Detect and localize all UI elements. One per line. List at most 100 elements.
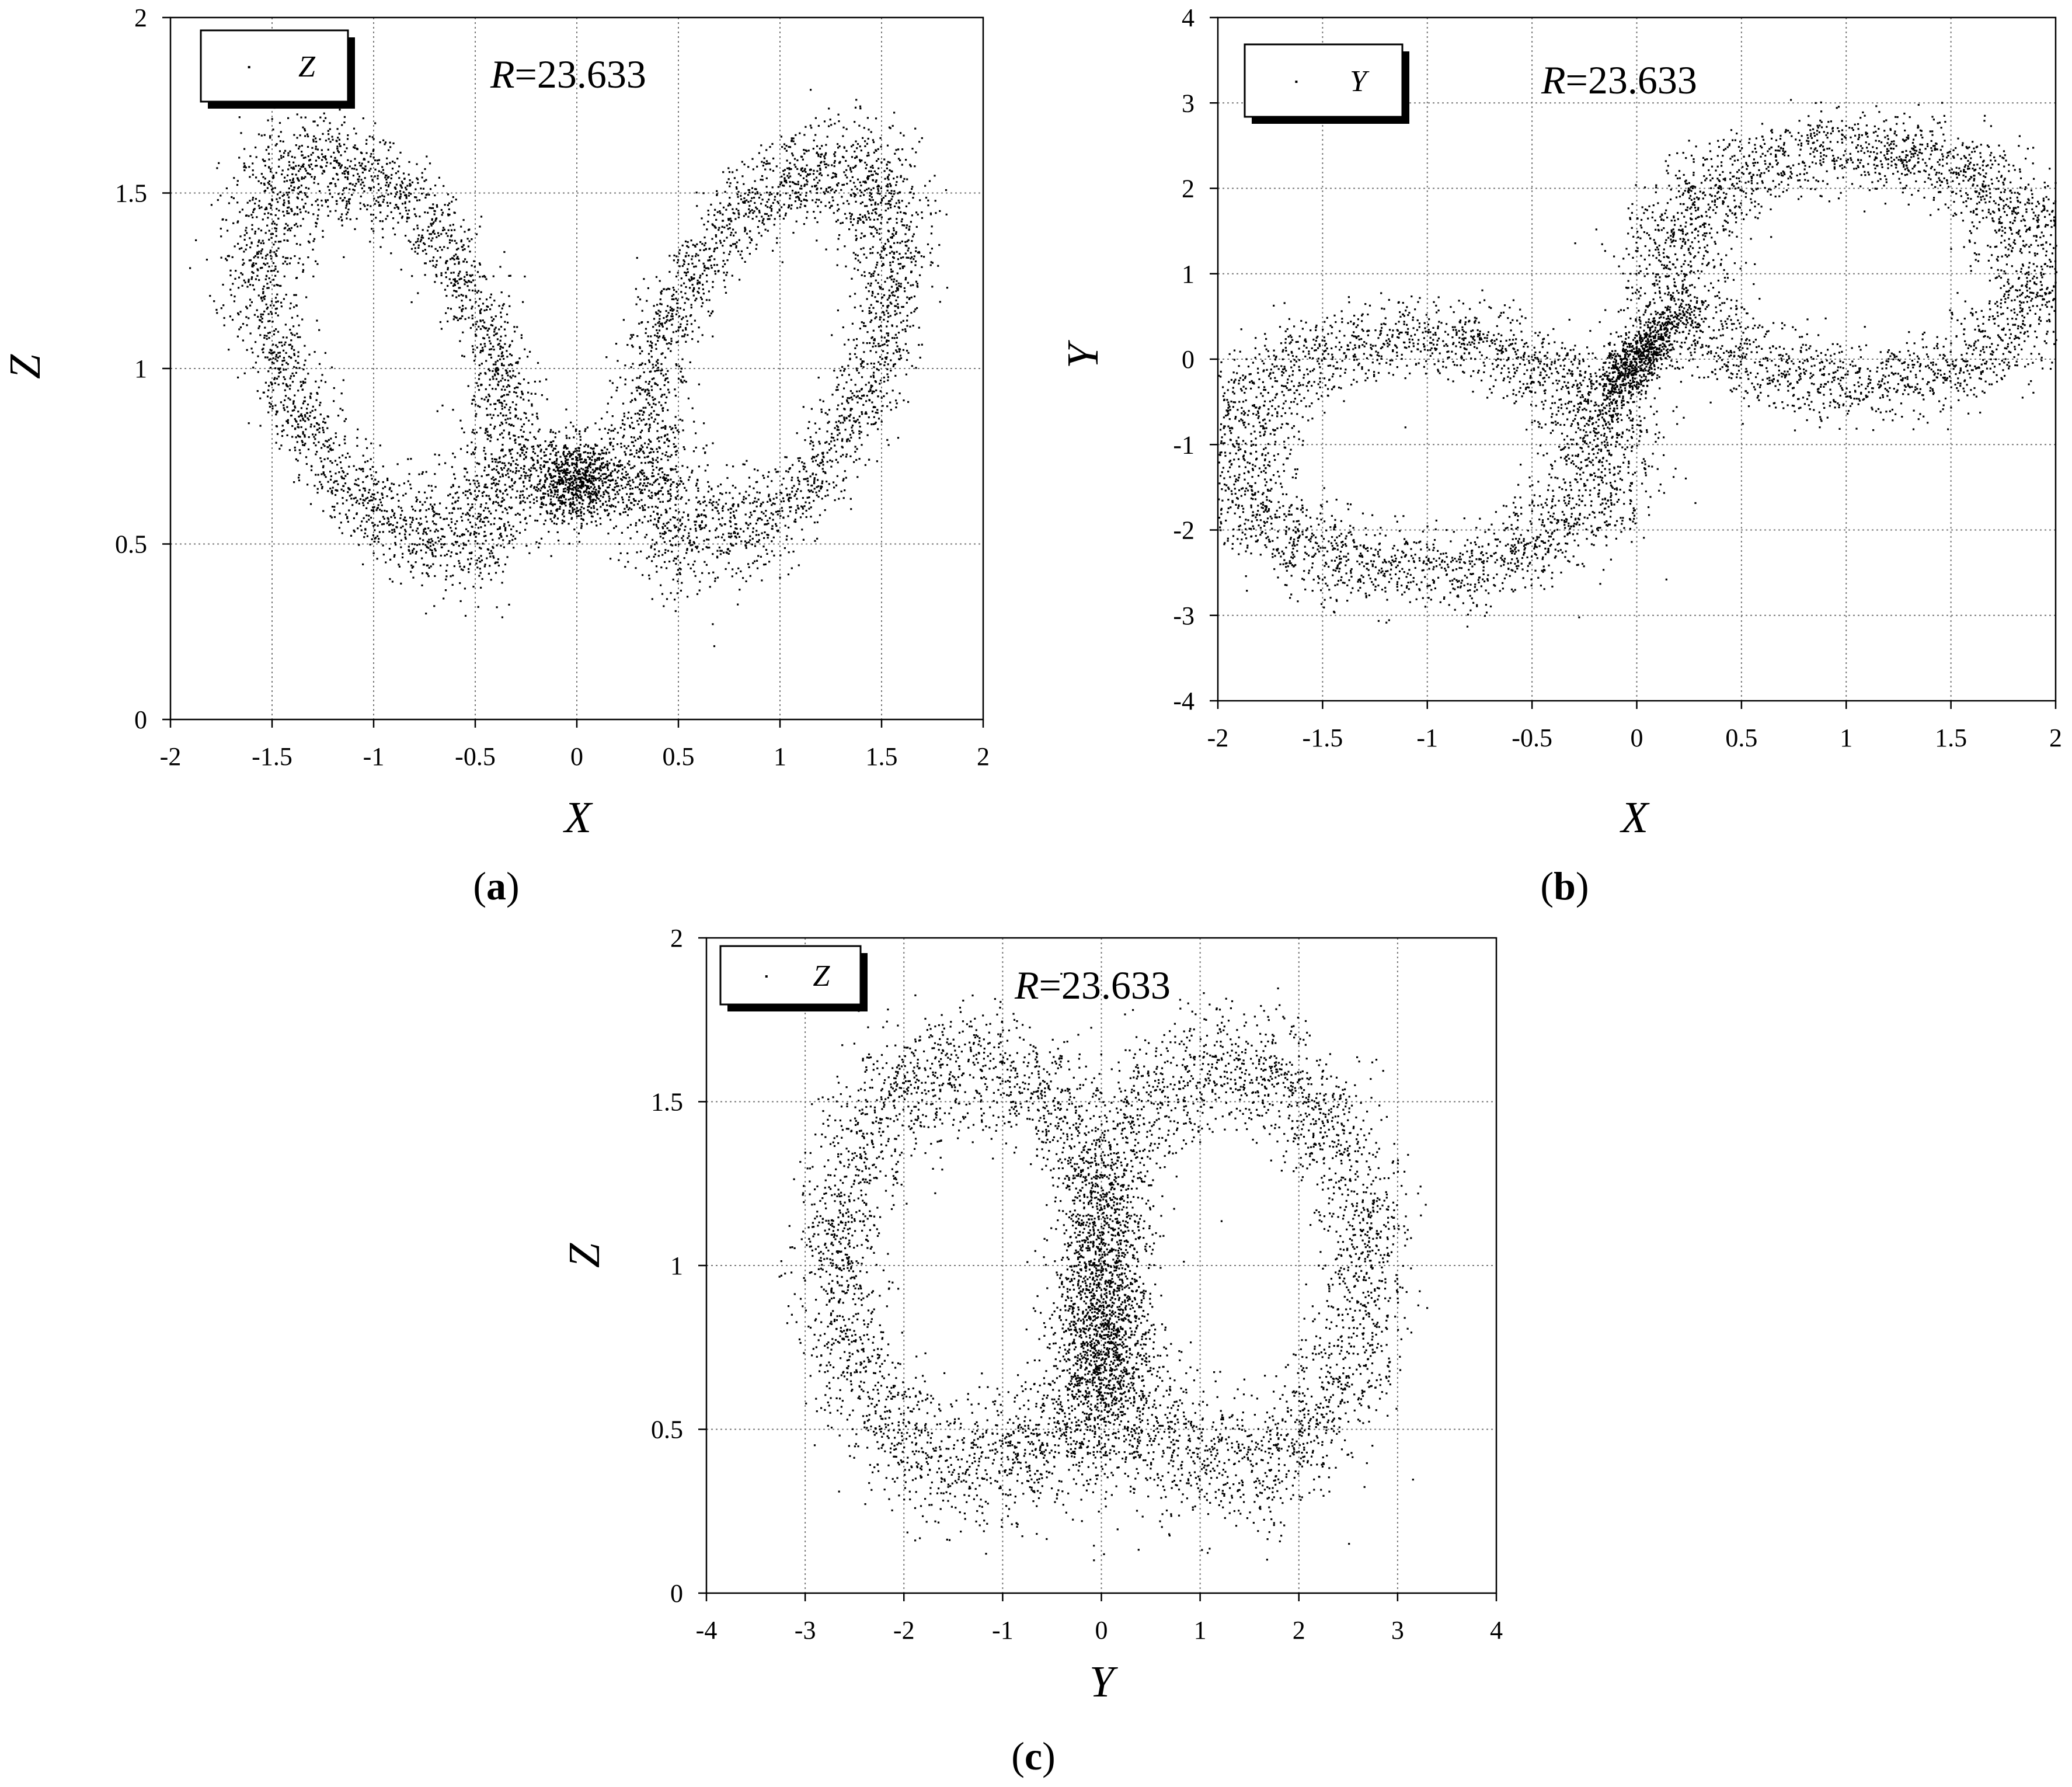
scatter-point [776, 513, 779, 516]
scatter-point [946, 287, 949, 289]
scatter-point [278, 372, 280, 374]
scatter-point [356, 484, 358, 486]
scatter-point [504, 379, 506, 381]
scatter-point [345, 213, 347, 215]
scatter-point [290, 332, 292, 334]
scatter-point [257, 228, 260, 230]
scatter-point [648, 439, 650, 441]
scatter-point [409, 526, 412, 529]
scatter-point [657, 362, 659, 364]
scatter-point [756, 191, 758, 193]
scatter-point [250, 242, 253, 245]
scatter-point [864, 140, 866, 142]
scatter-point [640, 462, 643, 464]
scatter-point [707, 491, 709, 493]
scatter-point [837, 248, 839, 251]
scatter-point [371, 493, 374, 495]
scatter-point [336, 502, 339, 505]
scatter-point [900, 176, 902, 178]
scatter-point [530, 457, 532, 459]
scatter-point [273, 269, 276, 272]
scatter-point [647, 482, 649, 484]
scatter-point [500, 316, 503, 318]
scatter-point [639, 298, 642, 301]
scatter-point [479, 515, 481, 517]
scatter-point [431, 507, 434, 510]
scatter-point [338, 457, 340, 459]
scatter-point [268, 352, 270, 354]
scatter-point [825, 152, 827, 154]
scatter-point [838, 432, 841, 434]
scatter-point [808, 496, 810, 499]
scatter-point [650, 350, 652, 352]
scatter-point [911, 365, 913, 367]
scatter-point [456, 491, 458, 493]
scatter-point [287, 411, 289, 413]
scatter-point [729, 197, 731, 199]
scatter-point [892, 390, 894, 392]
scatter-point [846, 176, 848, 179]
scatter-point [489, 498, 491, 500]
scatter-point [471, 305, 473, 308]
scatter-point [281, 194, 284, 197]
scatter-point [748, 208, 750, 210]
scatter-point [524, 477, 527, 479]
scatter-point [903, 399, 905, 402]
scatter-point [393, 233, 396, 236]
scatter-point [701, 217, 703, 220]
scatter-point [838, 415, 841, 418]
scatter-point [667, 479, 670, 481]
scatter-point [675, 573, 678, 576]
scatter-point [260, 250, 263, 252]
scatter-point [503, 546, 505, 548]
scatter-point [842, 478, 845, 480]
scatter-point [400, 526, 402, 529]
scatter-point [344, 513, 347, 516]
scatter-point [347, 491, 349, 493]
scatter-point [643, 475, 646, 477]
scatter-point [424, 516, 427, 518]
scatter-point [655, 276, 658, 278]
scatter-point [303, 364, 305, 366]
scatter-point [354, 496, 357, 499]
scatter-point [499, 526, 501, 529]
scatter-point [443, 518, 445, 520]
scatter-point [878, 214, 880, 217]
scatter-point [374, 498, 377, 500]
scatter-point [875, 172, 877, 175]
scatter-point [275, 425, 277, 427]
scatter-point [502, 539, 504, 541]
scatter-point [677, 555, 679, 558]
scatter-point [771, 540, 773, 543]
scatter-point [443, 185, 445, 187]
scatter-point [825, 166, 827, 169]
scatter-point [329, 193, 331, 195]
scatter-point [767, 500, 769, 503]
scatter-point [824, 441, 827, 444]
scatter-point [368, 169, 371, 172]
scatter-point [529, 350, 531, 353]
scatter-point [863, 235, 866, 237]
scatter-point [404, 536, 406, 538]
scatter-point [764, 523, 767, 526]
scatter-point [290, 339, 292, 342]
scatter-point [456, 520, 458, 523]
scatter-point [683, 260, 686, 263]
scatter-point [886, 332, 888, 335]
scatter-point [892, 233, 894, 235]
scatter-point [343, 489, 345, 492]
scatter-point [679, 418, 681, 420]
scatter-point [257, 294, 260, 297]
scatter-point [283, 409, 285, 411]
scatter-point [366, 535, 368, 537]
scatter-point [359, 202, 361, 204]
scatter-point [672, 431, 674, 434]
scatter-point [742, 463, 744, 465]
scatter-point [399, 190, 402, 192]
scatter-point [712, 286, 714, 288]
scatter-point [744, 230, 746, 232]
scatter-point [501, 374, 503, 377]
scatter-point [667, 409, 669, 411]
scatter-point [492, 547, 495, 549]
scatter-point [299, 134, 301, 137]
